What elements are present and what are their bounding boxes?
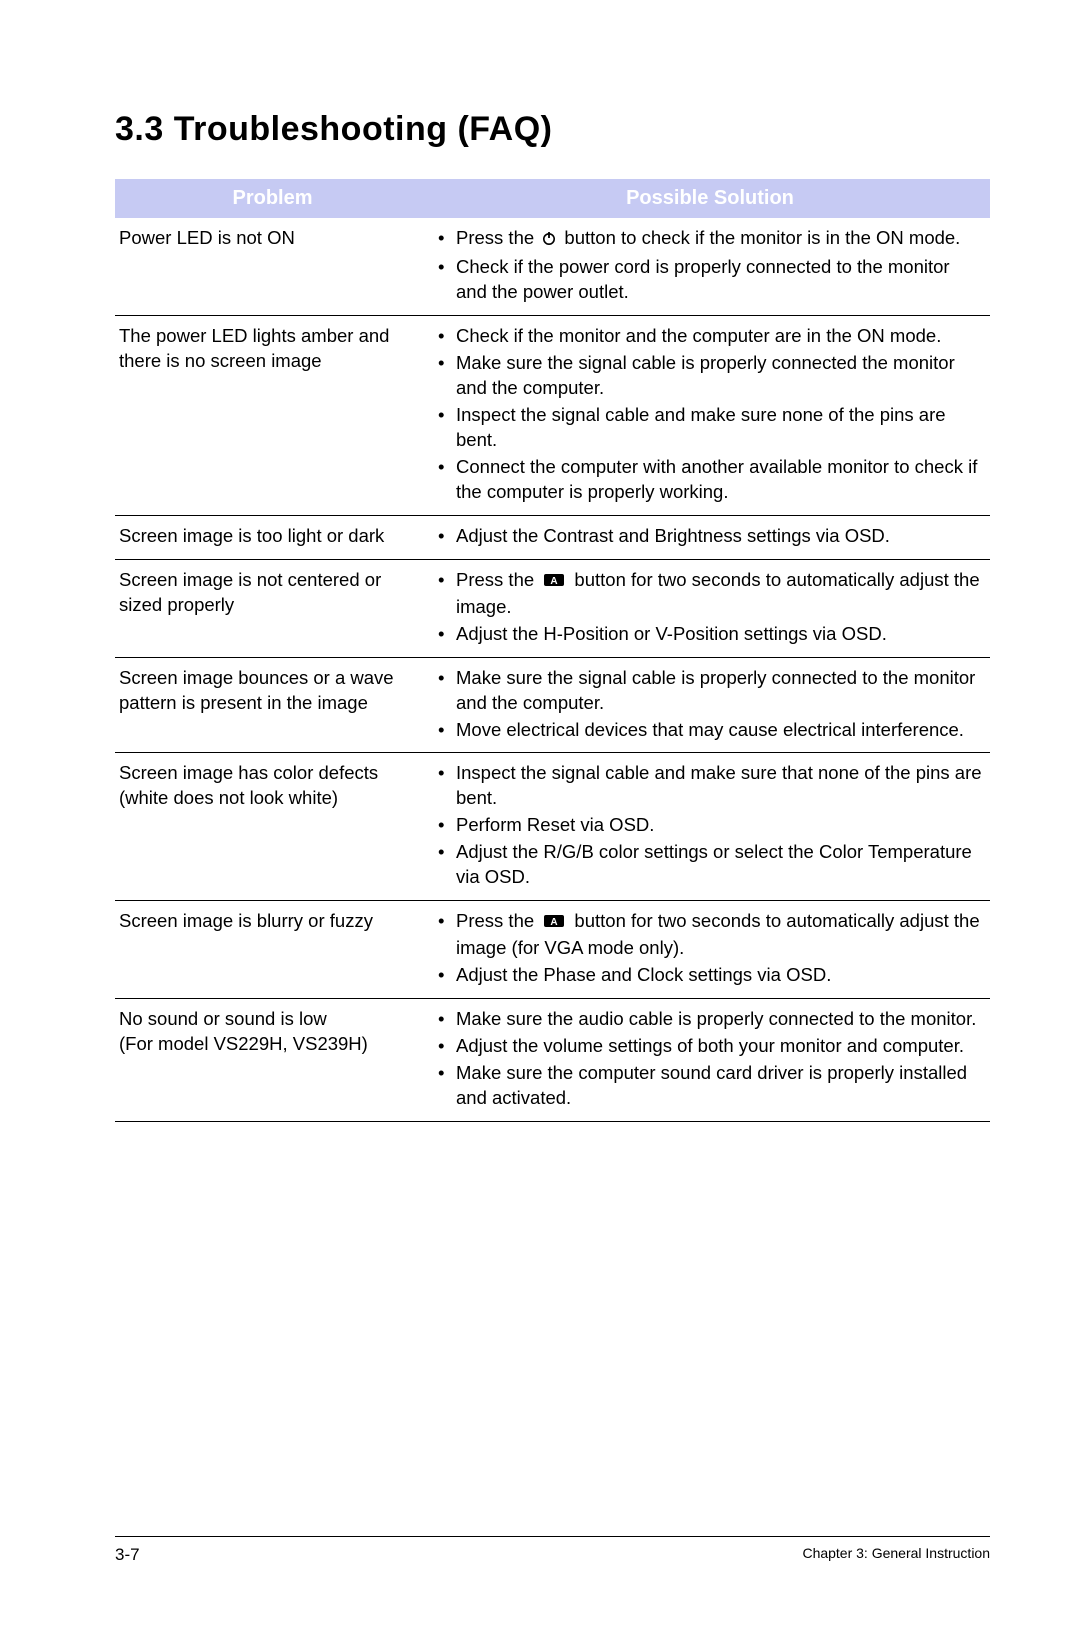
auto-adjust-icon: A: [543, 570, 565, 595]
section-heading: 3.3 Troubleshooting (FAQ): [115, 110, 990, 149]
chapter-label: Chapter 3: General Instruction: [802, 1545, 990, 1565]
power-icon: [541, 228, 557, 253]
problem-cell: Screen image is too light or dark: [115, 515, 430, 559]
solution-item: Press the button to check if the monitor…: [434, 226, 984, 253]
solution-item: Adjust the Phase and Clock settings via …: [434, 963, 984, 988]
solution-cell: Press the A button for two seconds to au…: [430, 559, 990, 657]
solution-item: Move electrical devices that may cause e…: [434, 718, 984, 743]
solution-cell: Make sure the signal cable is properly c…: [430, 657, 990, 753]
solution-item: Adjust the H-Position or V-Position sett…: [434, 622, 984, 647]
solution-item: Adjust the volume settings of both your …: [434, 1034, 984, 1059]
problem-cell: No sound or sound is low(For model VS229…: [115, 999, 430, 1122]
solution-cell: Make sure the audio cable is properly co…: [430, 999, 990, 1122]
table-row: Screen image has color defects (white do…: [115, 753, 990, 901]
solution-item: Press the A button for two seconds to au…: [434, 909, 984, 961]
solution-item: Make sure the signal cable is properly c…: [434, 666, 984, 716]
table-row: Screen image is blurry or fuzzyPress the…: [115, 901, 990, 999]
solution-text-pre: Press the: [456, 227, 539, 248]
solution-text-post: button to check if the monitor is in the…: [559, 227, 960, 248]
table-row: Screen image is too light or darkAdjust …: [115, 515, 990, 559]
solution-cell: Press the A button for two seconds to au…: [430, 901, 990, 999]
solution-cell: Check if the monitor and the computer ar…: [430, 315, 990, 515]
problem-cell: Screen image bounces or a wave pattern i…: [115, 657, 430, 753]
table-row: Screen image bounces or a wave pattern i…: [115, 657, 990, 753]
auto-adjust-icon: A: [543, 911, 565, 936]
solution-cell: Inspect the signal cable and make sure t…: [430, 753, 990, 901]
solution-item: Check if the power cord is properly conn…: [434, 255, 984, 305]
problem-cell: Screen image is not centered or sized pr…: [115, 559, 430, 657]
svg-text:A: A: [551, 917, 558, 928]
solution-item: Make sure the audio cable is properly co…: [434, 1007, 984, 1032]
solution-item: Inspect the signal cable and make sure n…: [434, 403, 984, 453]
solution-item: Connect the computer with another availa…: [434, 455, 984, 505]
solution-item: Inspect the signal cable and make sure t…: [434, 761, 984, 811]
svg-text:A: A: [551, 576, 558, 587]
problem-cell: Power LED is not ON: [115, 218, 430, 315]
solution-item: Press the A button for two seconds to au…: [434, 568, 984, 620]
table-row: Screen image is not centered or sized pr…: [115, 559, 990, 657]
solution-item: Adjust the R/G/B color settings or selec…: [434, 840, 984, 890]
problem-cell: Screen image is blurry or fuzzy: [115, 901, 430, 999]
solution-item: Perform Reset via OSD.: [434, 813, 984, 838]
page-number: 3-7: [115, 1545, 140, 1565]
faq-table: Problem Possible Solution Power LED is n…: [115, 179, 990, 1122]
page-footer: 3-7 Chapter 3: General Instruction: [115, 1536, 990, 1565]
solution-text-pre: Press the: [456, 569, 539, 590]
col-header-solution: Possible Solution: [430, 179, 990, 218]
solution-item: Adjust the Contrast and Brightness setti…: [434, 524, 984, 549]
table-row: Power LED is not ONPress the button to c…: [115, 218, 990, 315]
problem-cell: The power LED lights amber and there is …: [115, 315, 430, 515]
solution-item: Check if the monitor and the computer ar…: [434, 324, 984, 349]
solution-cell: Adjust the Contrast and Brightness setti…: [430, 515, 990, 559]
solution-item: Make sure the computer sound card driver…: [434, 1061, 984, 1111]
col-header-problem: Problem: [115, 179, 430, 218]
table-row: The power LED lights amber and there is …: [115, 315, 990, 515]
solution-item: Make sure the signal cable is properly c…: [434, 351, 984, 401]
solution-text-pre: Press the: [456, 910, 539, 931]
table-row: No sound or sound is low(For model VS229…: [115, 999, 990, 1122]
solution-cell: Press the button to check if the monitor…: [430, 218, 990, 315]
problem-cell: Screen image has color defects (white do…: [115, 753, 430, 901]
